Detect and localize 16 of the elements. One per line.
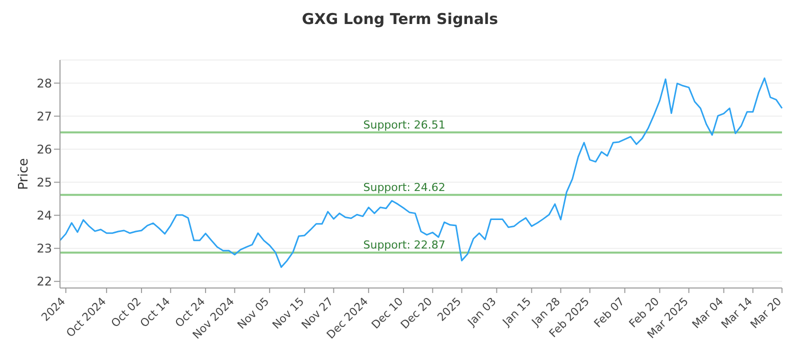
ref-line-label: Support: 26.51 [363,118,446,132]
x-tick-label: Jan 03 [464,294,499,330]
y-tick-label: 23 [36,242,52,256]
line-series [59,77,783,268]
y-tick-label: 25 [36,176,52,190]
y-tick-label: 26 [36,142,52,156]
y-axis-title: Price [16,158,32,190]
y-tick-label: 22 [36,274,52,289]
y-tick-label: 28 [36,76,52,90]
x-tick-label: Feb 07 [592,294,627,330]
ref-line-label: Support: 24.62 [363,180,446,194]
ref-line-label: Support: 22.87 [363,238,446,252]
y-tick-label: 27 [36,109,52,124]
y-tick-label: 24 [36,208,52,223]
chart-title: GXG Long Term Signals [300,9,500,30]
x-tick-label: Nov 05 [234,294,272,332]
